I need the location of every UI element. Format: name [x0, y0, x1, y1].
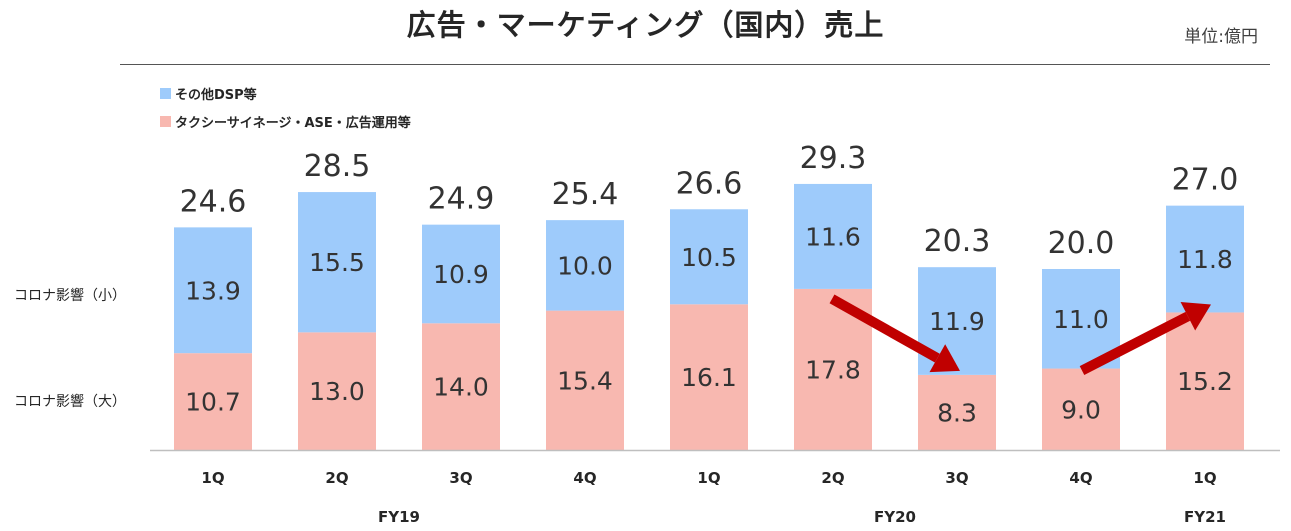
- x-group-label: FY19: [378, 508, 420, 526]
- unit-label: 単位:億円: [1184, 27, 1258, 47]
- bar-segment-dsp: [546, 220, 624, 311]
- data-label-total: 25.4: [552, 177, 619, 212]
- title-divider: [120, 64, 1270, 65]
- data-label-taxi: 15.2: [1177, 367, 1233, 396]
- data-label-total: 20.3: [924, 224, 991, 259]
- data-label-total: 26.6: [676, 166, 743, 201]
- side-label-large-impact: コロナ影響（大）: [14, 394, 126, 410]
- trend-arrow-down-head: [929, 344, 960, 373]
- bar-segment-taxi: [918, 374, 996, 450]
- data-label-dsp: 10.0: [557, 251, 613, 280]
- bar-segment-taxi: [546, 310, 624, 450]
- bar-segment-taxi: [1166, 312, 1244, 450]
- legend-swatch-taxi: [160, 116, 171, 127]
- data-label-taxi: 10.7: [185, 388, 241, 417]
- x-tick-label: 1Q: [1193, 469, 1216, 487]
- x-tick-label: 3Q: [449, 469, 472, 487]
- data-label-taxi: 16.1: [681, 363, 737, 392]
- bar-segment-dsp: [670, 209, 748, 305]
- x-tick-label: 1Q: [201, 469, 224, 487]
- trend-arrow-up-head: [1180, 302, 1211, 331]
- legend-label-dsp: その他DSP等: [175, 88, 257, 103]
- data-label-dsp: 11.0: [1053, 305, 1109, 334]
- data-label-taxi: 9.0: [1061, 395, 1101, 424]
- data-label-dsp: 15.5: [309, 248, 365, 277]
- bar-segment-dsp: [174, 227, 252, 354]
- bar-segment-dsp: [298, 192, 376, 333]
- legend-item-taxi: タクシーサイネージ・ASE・広告運用等: [160, 112, 411, 131]
- x-group-label: FY21: [1184, 508, 1226, 526]
- data-label-total: 29.3: [800, 141, 867, 176]
- x-tick-label: 2Q: [821, 469, 844, 487]
- bar-segment-dsp: [1166, 205, 1244, 313]
- data-label-taxi: 8.3: [937, 398, 977, 427]
- legend-item-dsp: その他DSP等: [160, 84, 257, 103]
- bar-segment-dsp: [422, 224, 500, 324]
- data-label-total: 27.0: [1172, 163, 1239, 198]
- bar-segment-taxi: [174, 353, 252, 450]
- data-label-dsp: 11.8: [1177, 245, 1233, 274]
- bar-segment-taxi: [1042, 368, 1120, 450]
- data-label-taxi: 14.0: [433, 373, 489, 402]
- data-label-dsp: 10.5: [681, 243, 737, 272]
- data-label-total: 20.0: [1048, 226, 1115, 261]
- data-label-dsp: 10.9: [433, 260, 489, 289]
- legend-swatch-dsp: [160, 88, 171, 99]
- legend-label-taxi: タクシーサイネージ・ASE・広告運用等: [175, 116, 411, 131]
- data-label-total: 28.5: [304, 149, 371, 184]
- x-tick-label: 1Q: [697, 469, 720, 487]
- trend-arrow-down: [829, 294, 940, 363]
- bar-segment-taxi: [298, 332, 376, 450]
- x-group-label: FY20: [874, 508, 916, 526]
- data-label-dsp: 11.9: [929, 307, 985, 336]
- data-label-taxi: 13.0: [309, 377, 365, 406]
- x-tick-label: 3Q: [945, 469, 968, 487]
- data-label-dsp: 13.9: [185, 276, 241, 305]
- data-label-dsp: 11.6: [805, 222, 861, 251]
- data-label-taxi: 17.8: [805, 355, 861, 384]
- x-tick-label: 2Q: [325, 469, 348, 487]
- bar-segment-taxi: [422, 323, 500, 450]
- bar-segment-dsp: [794, 183, 872, 289]
- x-tick-label: 4Q: [573, 469, 596, 487]
- trend-arrow-up: [1079, 311, 1191, 375]
- data-label-total: 24.6: [180, 184, 247, 219]
- data-label-taxi: 15.4: [557, 366, 613, 395]
- bar-segment-dsp: [1042, 269, 1120, 369]
- data-label-total: 24.9: [428, 182, 495, 217]
- bar-segment-taxi: [670, 304, 748, 450]
- x-tick-label: 4Q: [1069, 469, 1092, 487]
- side-label-small-impact: コロナ影響（小）: [14, 288, 126, 304]
- chart-title: 広告・マーケティング（国内）売上: [406, 8, 885, 42]
